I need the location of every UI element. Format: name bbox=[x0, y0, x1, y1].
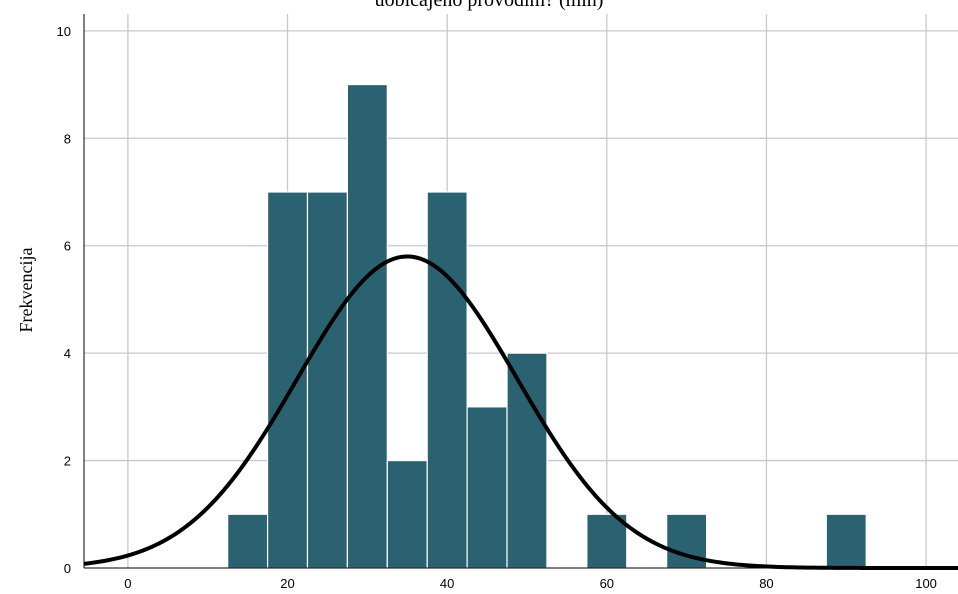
histogram-bar bbox=[227, 513, 269, 569]
y-tick-label: 6 bbox=[64, 239, 71, 254]
tick-labels: 0 20 40 60 80 100 0 2 4 6 8 10 bbox=[57, 24, 937, 591]
x-tick-label: 0 bbox=[124, 576, 131, 591]
histogram-bar bbox=[346, 83, 388, 569]
y-tick-label: 10 bbox=[57, 24, 71, 39]
histogram-bar bbox=[426, 191, 468, 569]
x-tick-label: 60 bbox=[600, 576, 614, 591]
bars bbox=[227, 83, 867, 569]
histogram-bar bbox=[506, 352, 548, 569]
histogram-bar bbox=[825, 513, 867, 569]
x-tick-label: 40 bbox=[440, 576, 454, 591]
x-tick-label: 80 bbox=[759, 576, 773, 591]
chart-title: uobičajeno provodim? (min) bbox=[375, 0, 604, 11]
y-tick-label: 2 bbox=[64, 454, 71, 469]
histogram-bar bbox=[466, 406, 508, 569]
axes bbox=[83, 14, 958, 569]
x-tick-label: 20 bbox=[280, 576, 294, 591]
histogram-bar bbox=[386, 459, 428, 569]
y-tick-label: 8 bbox=[64, 131, 71, 146]
y-axis-label: Frekvencija bbox=[16, 248, 36, 333]
histogram-bar bbox=[266, 191, 309, 569]
gridlines bbox=[84, 14, 958, 568]
y-tick-label: 0 bbox=[64, 561, 71, 576]
x-tick-label: 100 bbox=[915, 576, 937, 591]
histogram-bar bbox=[306, 191, 348, 569]
histogram-bar bbox=[586, 513, 628, 569]
y-tick-label: 4 bbox=[64, 346, 71, 361]
